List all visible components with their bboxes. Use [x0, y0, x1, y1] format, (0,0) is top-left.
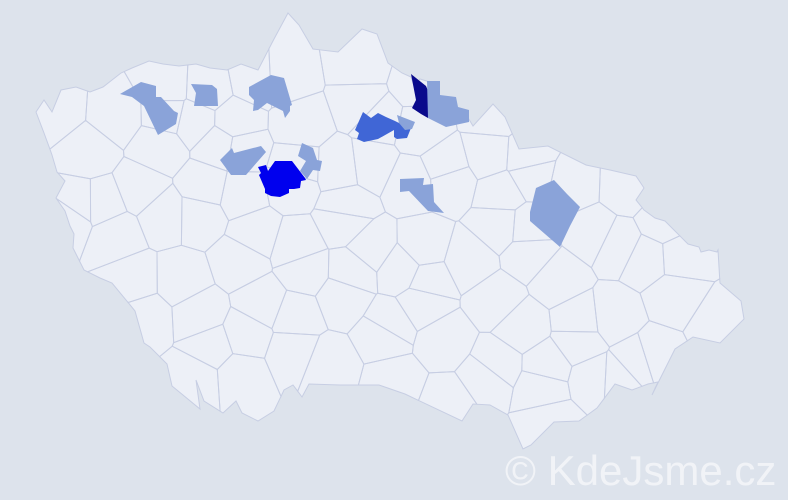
svg-text:© KdeJsme.cz: © KdeJsme.cz: [505, 447, 776, 494]
